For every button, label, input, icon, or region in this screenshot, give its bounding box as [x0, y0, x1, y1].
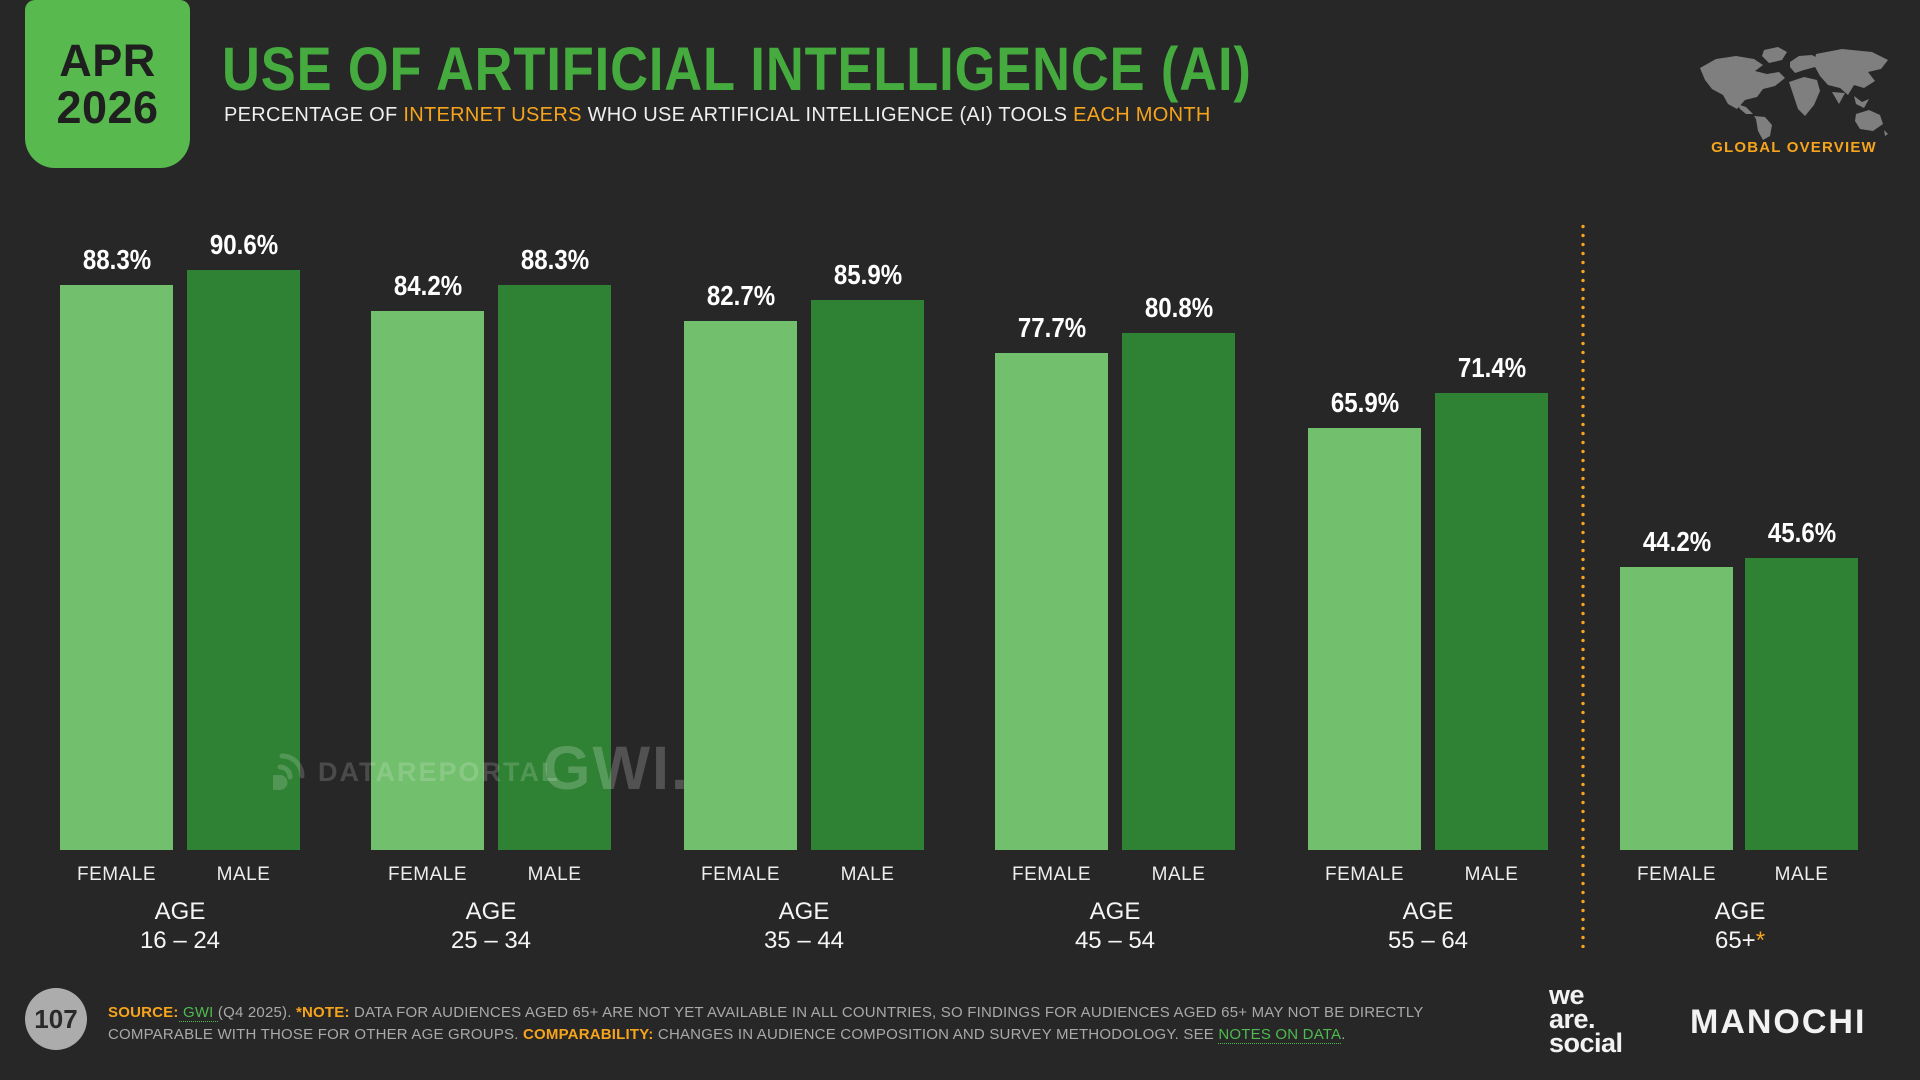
bar-male-group-4: [1435, 393, 1548, 850]
page-title: USE OF ARTIFICIAL INTELLIGENCE (AI): [222, 35, 1252, 103]
bar-label-female-group-5: FEMALE: [1636, 864, 1717, 885]
subtitle-highlight-each-month: EACH MONTH: [1073, 104, 1211, 126]
comparability-label: COMPARABILITY:: [522, 1026, 654, 1043]
source-label: SOURCE:: [108, 1004, 179, 1021]
bar-value-male-group-3: 80.8%: [1144, 292, 1213, 323]
footnote-asterisk: *: [1755, 927, 1766, 954]
bar-male-group-0: [187, 270, 300, 850]
bar-male-group-5: [1745, 558, 1858, 850]
bar-value-male-group-0: 90.6%: [209, 229, 278, 260]
bar-female-group-2: [684, 321, 797, 850]
we-are-social-line: social: [1549, 1028, 1623, 1058]
datareportal-logo-icon: [266, 748, 310, 797]
gwi-watermark: GWI.: [543, 734, 690, 802]
bar-male-group-1: [498, 285, 611, 850]
bar-label-male-group-5: MALE: [1774, 864, 1829, 885]
source-rest: (Q4 2025).: [217, 1004, 296, 1021]
bar-label-male-group-4: MALE: [1464, 864, 1519, 885]
subtitle-highlight-internet-users: INTERNET USERS: [403, 104, 582, 126]
subtitle-text: WHO USE ARTIFICIAL INTELLIGENCE (AI) TOO…: [581, 104, 1074, 126]
bar-value-female-group-4: 65.9%: [1330, 387, 1399, 418]
world-map-icon: [1694, 46, 1894, 140]
note-text: DATA FOR AUDIENCES AGED 65+ ARE NOT YET …: [108, 1004, 1424, 1043]
page-subtitle: PERCENTAGE OF INTERNET USERS WHO USE ART…: [224, 104, 1211, 127]
date-year: 2026: [56, 82, 159, 133]
bar-label-female-group-3: FEMALE: [1011, 864, 1092, 885]
bar-label-female-group-2: FEMALE: [700, 864, 781, 885]
we-are-social-line: are.: [1549, 1004, 1596, 1034]
we-are-social-logo: we are. social: [1549, 980, 1623, 1058]
bar-value-female-group-1: 84.2%: [393, 270, 462, 301]
bar-female-group-1: [371, 311, 484, 850]
bar-male-group-2: [811, 300, 924, 850]
age-group-label-2: AGE 35 – 44: [763, 898, 845, 954]
bar-label-male-group-2: MALE: [840, 864, 895, 885]
footnote-period: .: [1341, 1026, 1346, 1043]
date-badge: APR 2026: [25, 0, 190, 168]
bar-male-group-3: [1122, 333, 1235, 850]
age-group-label-4: AGE 55 – 64: [1387, 898, 1469, 954]
bar-label-male-group-0: MALE: [216, 864, 271, 885]
source-link-gwi[interactable]: GWI: [178, 1004, 218, 1022]
bar-female-group-5: [1620, 567, 1733, 850]
subtitle-text: PERCENTAGE OF: [224, 104, 404, 126]
bar-label-male-group-1: MALE: [527, 864, 582, 885]
bar-label-female-group-4: FEMALE: [1324, 864, 1405, 885]
manochi-logo: MANOCHI: [1690, 1003, 1867, 1041]
bar-value-female-group-3: 77.7%: [1017, 312, 1086, 343]
bar-value-male-group-4: 71.4%: [1457, 352, 1526, 383]
notes-on-data-link[interactable]: NOTES ON DATA: [1218, 1026, 1342, 1044]
bar-label-female-group-0: FEMALE: [76, 864, 157, 885]
age-65-separator-line: [1581, 222, 1585, 948]
bar-female-group-4: [1308, 428, 1421, 850]
age-group-label-0: AGE 16 – 24: [139, 898, 221, 954]
datareportal-watermark: DATAREPORTAL: [318, 757, 560, 787]
region-label: GLOBAL OVERVIEW: [1711, 139, 1877, 156]
bar-female-group-3: [995, 353, 1108, 850]
footnote: SOURCE: GWI (Q4 2025). *NOTE: DATA FOR A…: [108, 1002, 1508, 1046]
we-are-social-line: we: [1549, 980, 1585, 1010]
age-group-label-5: AGE 65+*: [1714, 898, 1766, 954]
date-month: APR: [59, 35, 156, 86]
bar-label-female-group-1: FEMALE: [387, 864, 468, 885]
bar-value-female-group-2: 82.7%: [706, 280, 775, 311]
page-number-badge: 107: [25, 988, 87, 1050]
bar-female-group-0: [60, 285, 173, 850]
bar-label-male-group-3: MALE: [1151, 864, 1206, 885]
age-group-label-3: AGE 45 – 54: [1074, 898, 1156, 954]
bar-value-female-group-0: 88.3%: [82, 244, 151, 275]
bar-value-male-group-2: 85.9%: [833, 259, 902, 290]
age-group-label-1: AGE 25 – 34: [450, 898, 532, 954]
comparability-text: CHANGES IN AUDIENCE COMPOSITION AND SURV…: [653, 1026, 1219, 1043]
bar-value-male-group-1: 88.3%: [520, 244, 589, 275]
bar-value-male-group-5: 45.6%: [1767, 517, 1836, 548]
bar-value-female-group-5: 44.2%: [1642, 526, 1711, 557]
note-label: *NOTE:: [295, 1004, 350, 1021]
